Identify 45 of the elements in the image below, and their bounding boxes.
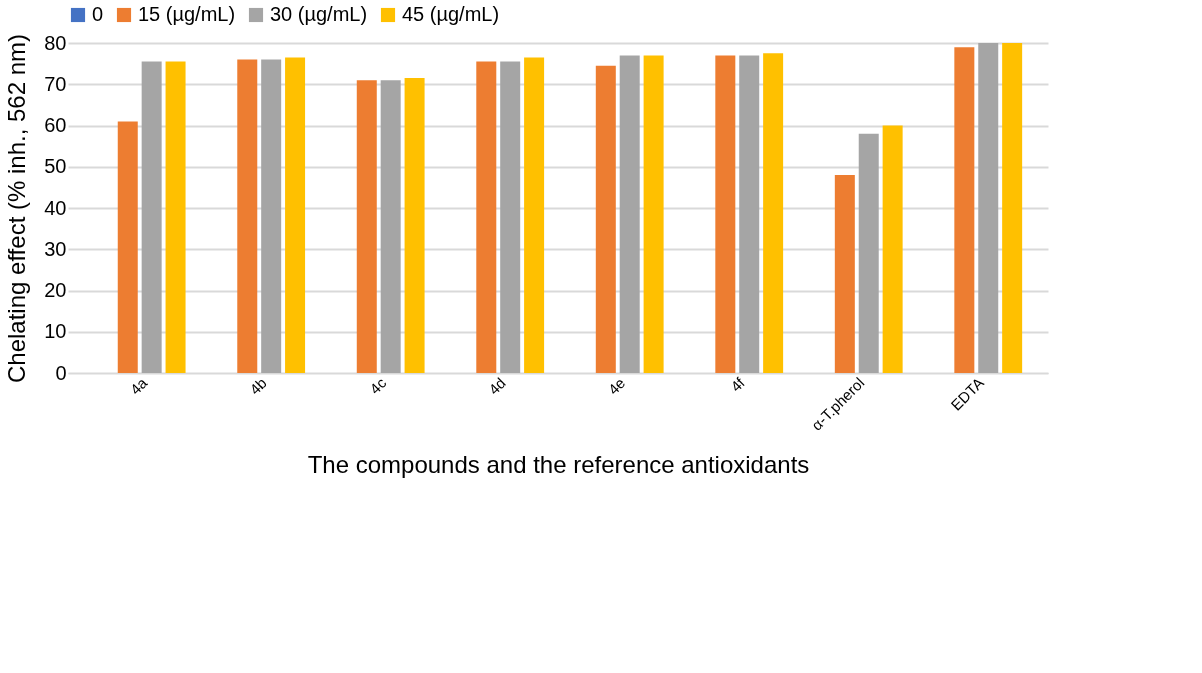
bar [356, 80, 377, 373]
y-axis-title: Chelating effect (% inh., 562 nm) [3, 33, 31, 384]
bar [165, 61, 186, 373]
legend-label: 45 (µg/mL) [402, 3, 500, 25]
bar [261, 59, 282, 373]
bar [763, 53, 784, 373]
y-tick-label: 60 [44, 114, 67, 136]
y-tick-label: 0 [55, 361, 67, 384]
bar [500, 61, 521, 373]
bar [595, 65, 616, 373]
y-tick-label: 30 [44, 237, 67, 260]
x-tick-label: 4f [727, 373, 749, 395]
x-tick-label: 4e [604, 374, 629, 398]
x-tick-label: 4b [246, 374, 270, 398]
bar [858, 133, 879, 373]
bar [834, 175, 855, 373]
x-tick-label: 4c [366, 373, 390, 398]
y-tick-label: 50 [44, 155, 67, 178]
bar [882, 125, 903, 373]
bar [404, 78, 425, 373]
y-tick-label: 70 [44, 72, 67, 95]
legend-label: 30 (µg/mL) [270, 3, 368, 25]
y-tick-label: 40 [44, 196, 67, 219]
bar [954, 47, 975, 373]
x-axis-title: The compounds and the reference antioxidants [307, 450, 810, 478]
bar [715, 55, 736, 373]
bar [1002, 43, 1023, 373]
bar [524, 57, 545, 373]
bar [141, 61, 162, 373]
bar [285, 57, 306, 373]
bar [237, 59, 258, 373]
y-tick-label: 10 [44, 320, 67, 343]
bar [380, 80, 401, 373]
bar [643, 55, 664, 373]
y-tick-label: 20 [44, 279, 67, 301]
bar [476, 61, 497, 373]
x-tick-label: 4a [126, 373, 151, 398]
legend-label: 0 [92, 3, 104, 25]
x-tick-label: 4d [485, 374, 509, 398]
bar [739, 55, 760, 373]
bar [117, 121, 138, 373]
legend-label: 15 (µg/mL) [138, 3, 236, 25]
bar [978, 43, 999, 373]
bar [619, 55, 640, 373]
y-tick-label: 80 [44, 31, 67, 54]
